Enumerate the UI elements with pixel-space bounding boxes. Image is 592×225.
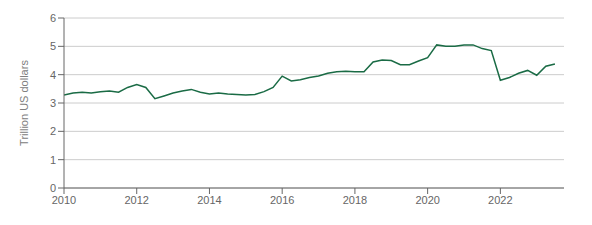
svg-text:3: 3 <box>50 97 56 109</box>
svg-text:4: 4 <box>50 69 56 81</box>
svg-text:2010: 2010 <box>52 194 76 206</box>
svg-text:2022: 2022 <box>488 194 512 206</box>
svg-text:2018: 2018 <box>343 194 367 206</box>
svg-text:2: 2 <box>50 125 56 137</box>
svg-text:2016: 2016 <box>270 194 294 206</box>
svg-text:0: 0 <box>50 182 56 194</box>
svg-text:2020: 2020 <box>415 194 439 206</box>
svg-text:6: 6 <box>50 12 56 24</box>
svg-text:Trillion US dollars: Trillion US dollars <box>18 60 30 146</box>
svg-text:2012: 2012 <box>124 194 148 206</box>
svg-text:1: 1 <box>50 154 56 166</box>
svg-text:2014: 2014 <box>197 194 221 206</box>
svg-text:5: 5 <box>50 40 56 52</box>
